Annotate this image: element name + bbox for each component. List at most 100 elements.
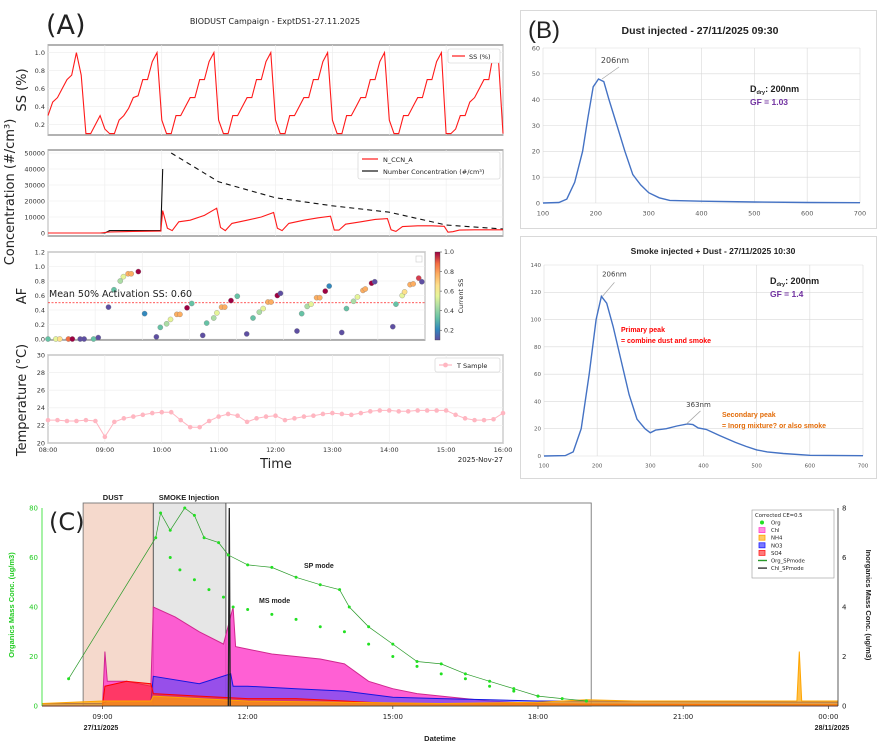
temperature-point: [434, 408, 439, 413]
conc-ytick-label: 50000: [24, 149, 45, 157]
af-annotation: Mean 50% Activation SS: 0.60: [49, 289, 192, 300]
panel-c-label: (C): [49, 508, 84, 536]
org-sp-point: [415, 659, 419, 663]
datetime-xtick-label: 09:00: [92, 713, 112, 721]
temperature-point: [311, 413, 316, 419]
temperature-point: [149, 410, 155, 416]
top-size-ytick-label: 0: [536, 199, 540, 207]
temperature-point: [254, 416, 259, 421]
time-xtick-label: 12:00: [266, 446, 285, 454]
ss-legend-label: SS (%): [469, 53, 491, 61]
af-point: [260, 305, 266, 312]
temp-ytick-label: 28: [37, 369, 45, 377]
af-point: [128, 270, 135, 277]
temperature-point: [45, 417, 51, 423]
org-ms-point: [367, 642, 371, 646]
af-point: [203, 320, 210, 326]
conc-ytick-label: 0: [41, 229, 45, 237]
temperature-point: [396, 409, 402, 414]
so4-area: [42, 681, 838, 706]
conc-ytick-label: 10000: [24, 213, 45, 221]
af-point: [326, 283, 332, 289]
panel-b-top-frame: [520, 10, 877, 229]
n-ccn-a-line: [48, 207, 503, 234]
temperature-point: [424, 408, 430, 413]
af-point: [153, 334, 160, 340]
af-point: [45, 336, 51, 342]
left-ytick-label: 20: [29, 653, 38, 661]
temp-legend-label: T Sample: [456, 362, 487, 370]
org-ms-point: [488, 684, 492, 688]
conc-ylabel: Concentration (#/cm³): [3, 119, 18, 266]
smoke-ddry: Ddry: 200nm: [770, 276, 819, 288]
top-size-xtick-label: 700: [854, 210, 866, 218]
time-xtick-label: 15:00: [437, 446, 456, 454]
conc-ytick-label: 30000: [24, 181, 45, 189]
temperature-point: [405, 409, 411, 414]
temperature-point: [415, 408, 420, 413]
org-sp-point: [154, 536, 158, 540]
time-xtick-label: 10:00: [152, 446, 171, 454]
panel-c-legend: [751, 509, 835, 579]
bottom-size-ytick-label: 60: [534, 372, 541, 378]
panel-b-bottom-frame: [520, 236, 877, 479]
af-ytick-label: 1.2: [35, 248, 45, 256]
temperature-point: [292, 416, 297, 421]
org-ms-point: [512, 689, 516, 693]
time-xtick-label: 13:00: [323, 446, 342, 454]
left-ytick-label: 40: [29, 603, 38, 611]
af-point: [167, 316, 174, 323]
legend-box-icon: [758, 550, 766, 556]
colorbar-tick-label: 0.6: [444, 288, 454, 295]
temperature-point: [349, 412, 354, 418]
top-size-ytick-label: 20: [532, 148, 540, 156]
af-point: [343, 305, 350, 312]
bottom-size-ytick-label: 120: [531, 290, 542, 296]
org-ms-point: [168, 556, 172, 559]
af-point: [184, 305, 190, 311]
af-point: [117, 278, 124, 284]
temperature-point: [339, 411, 345, 417]
panel-c: (C) DUST SMOKE Injection Organics Mass C…: [7, 493, 873, 743]
chl-spmode-spike: [227, 507, 231, 707]
org-ms-point: [391, 655, 395, 658]
af-point: [234, 293, 241, 299]
bottom-size-xtick-label: 500: [751, 464, 762, 470]
af-point: [277, 290, 284, 297]
primary-peak-2: = combine dust and smoke: [621, 338, 711, 345]
org-sp-point: [159, 511, 163, 515]
af-ylabel: AF: [15, 288, 30, 304]
af-ytick-label: 0.2: [35, 321, 45, 329]
temperature-point: [74, 418, 79, 424]
af-point: [69, 336, 76, 342]
ss-ytick-label: 0.4: [35, 103, 45, 111]
legend-item-label: NO3: [771, 543, 783, 549]
temp-ytick-label: 26: [37, 386, 45, 394]
af-point: [199, 332, 206, 339]
org-sp-point: [463, 672, 467, 676]
secondary-peak-leader: [686, 410, 701, 425]
af-point: [228, 297, 234, 304]
bottom-size-xtick-label: 300: [645, 464, 656, 470]
date-label: 2025-Nov-27: [458, 456, 503, 464]
org-ms-point: [536, 694, 540, 698]
smoke-peak-label: 206nm: [602, 270, 627, 278]
temperature-point: [93, 418, 98, 424]
legend-item-label: Chl: [771, 528, 780, 534]
temperature-point: [491, 416, 496, 422]
panel-a: (A) BIODUST Campaign - ExptDS1-27.11.202…: [3, 10, 503, 472]
temperature-point: [472, 417, 477, 423]
org-ms-point: [342, 630, 346, 634]
legend-box-icon: [758, 542, 766, 549]
bottom-size-xtick-label: 200: [592, 464, 603, 470]
time-xtick-label: 16:00: [494, 446, 513, 454]
org-sp-point: [226, 553, 230, 557]
temperature-point: [64, 418, 70, 424]
org-sp-point: [338, 588, 342, 592]
top-size-ytick-label: 30: [532, 122, 540, 130]
left-ytick-label: 80: [29, 504, 38, 512]
org-ms-point: [221, 595, 225, 599]
legend-box-icon: [758, 527, 766, 533]
af-point: [105, 304, 112, 310]
